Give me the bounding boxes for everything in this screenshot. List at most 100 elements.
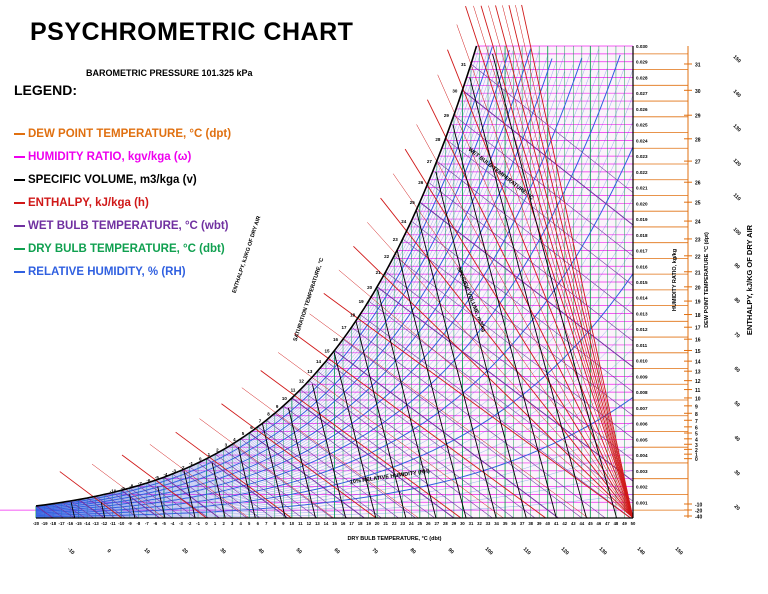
specific-volume-line (211, 462, 226, 519)
humidity-ratio-tick-label: 0.015 (636, 280, 648, 285)
saturation-temperature-label: 6 (250, 425, 253, 430)
x-tick-label: 47 (605, 521, 610, 526)
enthalpy-line (380, 197, 634, 519)
enthalpy-lines (59, 4, 634, 519)
wet-bulb-line (197, 462, 273, 519)
saturation-temperature-label: 15 (324, 348, 330, 353)
x-tick-label: 3 (231, 521, 234, 526)
dew-point-tick-label: 17 (695, 326, 701, 332)
legend-swatch (14, 178, 25, 181)
humidity-ratio-tick-label: 0.014 (636, 296, 648, 301)
dew-point-tick-label: 29 (695, 114, 701, 120)
enthalpy-line (149, 444, 250, 519)
wet-bulb-line (69, 500, 94, 519)
humidity-ratio-tick-label: 0.028 (636, 75, 648, 80)
enthalpy-bottom-label: 40 (257, 547, 265, 555)
x-tick-label: 38 (528, 521, 533, 526)
saturation-temperature-label: 18 (350, 313, 356, 318)
enthalpy-tick-label: 100 (732, 227, 742, 237)
saturation-temperature-label: -3 (172, 468, 176, 473)
wet-bulb-line (342, 338, 582, 519)
enthalpy-tick-label: 60 (733, 366, 741, 374)
x-tick-label: 11 (298, 521, 303, 526)
wet-bulb-line (359, 314, 632, 519)
legend-swatch (14, 201, 25, 204)
humidity-ratio-tick-label: 0.027 (636, 91, 648, 96)
legend-label: DEW POINT TEMPERATURE, °C (dpt) (28, 128, 232, 140)
x-tick-label: -1 (196, 521, 200, 526)
dew-point-tick-label: 5 (695, 432, 698, 438)
saturation-temperature-label: -8 (129, 484, 133, 489)
enthalpy-tick-label: 20 (733, 504, 741, 512)
saturation-temperature-label: 0 (199, 457, 202, 462)
humidity-ratio-tick-label: 0.010 (636, 359, 648, 364)
legend-swatch (14, 132, 25, 135)
x-tick-label: 16 (341, 521, 346, 526)
x-tick-label: -6 (154, 521, 158, 526)
humidity-ratio-tick-label: 0.003 (636, 469, 648, 474)
dew-point-tick-label: 18 (695, 313, 701, 319)
x-tick-label: -7 (145, 521, 149, 526)
enthalpy-line (502, 5, 634, 519)
dew-point-tick-label: 31 (695, 62, 701, 68)
dew-point-tick-label: 23 (695, 237, 701, 243)
enthalpy-line (465, 5, 634, 519)
saturation-temperature-label: -5 (155, 475, 159, 480)
humidity-ratio-tick-label: 0.013 (636, 311, 648, 316)
saturation-temperature-label: 24 (401, 219, 407, 224)
x-tick-label: 29 (452, 521, 457, 526)
humidity-ratio-tick-label: 0.012 (636, 327, 648, 332)
humidity-ratio-tick-label: 0.007 (636, 406, 648, 411)
humidity-ratio-tick-label: 0.025 (636, 123, 648, 128)
wet-bulb-line (206, 458, 288, 519)
x-tick-label: 17 (349, 521, 354, 526)
enthalpy-line (473, 5, 634, 519)
humidity-ratio-tick-label: 0.006 (636, 422, 648, 427)
dew-point-tick-label: -20 (695, 509, 702, 515)
relative-humidity-minor-curve (35, 70, 565, 512)
relative-humidity-minor-curve (35, 66, 497, 509)
relative-humidity-minor-curve (35, 61, 557, 512)
legend-label: SPECIFIC VOLUME, m3/kga (v) (28, 174, 197, 186)
saturation-temperature-label: 19 (359, 299, 365, 304)
specific-volume-line (157, 486, 166, 519)
relative-humidity-minor-curve (35, 62, 531, 510)
enthalpy-line (515, 5, 634, 519)
x-tick-label: 4 (240, 521, 243, 526)
enthalpy-line (367, 222, 634, 519)
relative-humidity-minor-curve (35, 63, 574, 512)
wet-bulb-line (334, 350, 559, 519)
enthalpy-bottom-label: 30 (219, 547, 227, 555)
wet-bulb-line (44, 504, 64, 519)
x-tick-label: -5 (162, 521, 166, 526)
enthalpy-line (241, 387, 419, 519)
x-tick-label: 49 (622, 521, 627, 526)
saturation-temperature-label: 28 (435, 137, 441, 142)
x-tick-label: 25 (417, 521, 422, 526)
x-tick-label: -16 (67, 521, 74, 526)
dew-point-tick-label: 8 (695, 412, 698, 418)
enthalpy-line (521, 4, 634, 519)
enthalpy-line (456, 24, 634, 519)
chart-axes (36, 46, 692, 519)
enthalpy-bottom-label: 110 (522, 546, 532, 556)
saturation-temperature-label: 30 (452, 88, 458, 93)
x-tick-label: 18 (358, 521, 363, 526)
x-tick-label: 1 (214, 521, 217, 526)
legend-label: HUMIDITY RATIO, kgv/kga (ω) (28, 151, 192, 163)
legend-dry-bulb: DRY BULB TEMPERATURE, °C (dbt) (14, 241, 231, 264)
enthalpy-bottom-label: 0 (106, 548, 112, 554)
wet-bulb-line (95, 496, 126, 519)
x-tick-label: 50 (631, 521, 636, 526)
x-tick-label: 6 (257, 521, 260, 526)
wet-bulb-line (146, 482, 197, 519)
enthalpy-tick-label: 130 (732, 123, 742, 133)
humidity-ratio-tick-label: 0.018 (636, 233, 648, 238)
legend-swatch (14, 247, 25, 250)
saturation-temperature-label: -2 (180, 465, 184, 470)
wet-bulb-line (35, 505, 54, 519)
enthalpy-line (294, 333, 546, 519)
x-axis-title: DRY BULB TEMPERATURE, °C (dbt) (347, 536, 441, 542)
enthalpy-line (416, 124, 634, 519)
enthalpy-line (91, 463, 165, 519)
